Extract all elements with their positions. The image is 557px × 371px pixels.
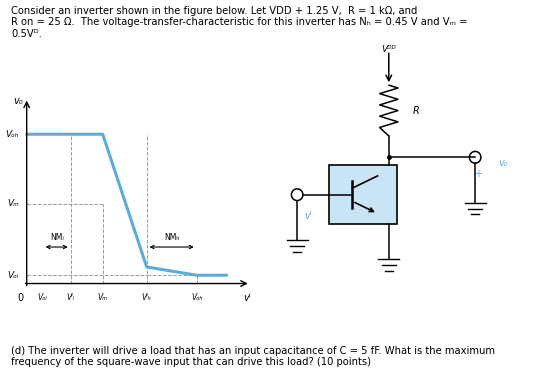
Text: R: R bbox=[412, 106, 419, 115]
Text: Vᴵₗ: Vᴵₗ bbox=[67, 293, 75, 302]
Text: vᴵ: vᴵ bbox=[304, 211, 311, 221]
Text: Vₒₗ: Vₒₗ bbox=[7, 271, 19, 280]
Text: 0: 0 bbox=[18, 293, 24, 303]
Text: v₀: v₀ bbox=[13, 96, 23, 106]
Text: (d) The inverter will drive a load that has an input capacitance of C = 5 fF. Wh: (d) The inverter will drive a load that … bbox=[11, 346, 495, 367]
Text: NMₕ: NMₕ bbox=[164, 233, 179, 242]
Text: Vᴵₕ: Vᴵₕ bbox=[142, 293, 152, 302]
Text: NMₗ: NMₗ bbox=[50, 233, 63, 242]
Text: Vₒₕ: Vₒₕ bbox=[5, 130, 19, 139]
Text: Consider an inverter shown in the figure below. Let VDD + 1.25 V,  R = 1 kΩ, and: Consider an inverter shown in the figure… bbox=[11, 6, 468, 39]
Text: Vₘ: Vₘ bbox=[7, 199, 19, 209]
Bar bbox=[329, 165, 397, 224]
Text: +: + bbox=[474, 169, 482, 179]
Text: Vₒₗ: Vₒₗ bbox=[38, 293, 47, 302]
Text: Vᴰᴰ: Vᴰᴰ bbox=[382, 45, 396, 54]
Text: vᴵ: vᴵ bbox=[243, 293, 251, 303]
Text: Vₒₕ: Vₒₕ bbox=[191, 293, 202, 302]
Text: Vₘ: Vₘ bbox=[97, 293, 108, 302]
Text: v₀: v₀ bbox=[499, 158, 509, 168]
